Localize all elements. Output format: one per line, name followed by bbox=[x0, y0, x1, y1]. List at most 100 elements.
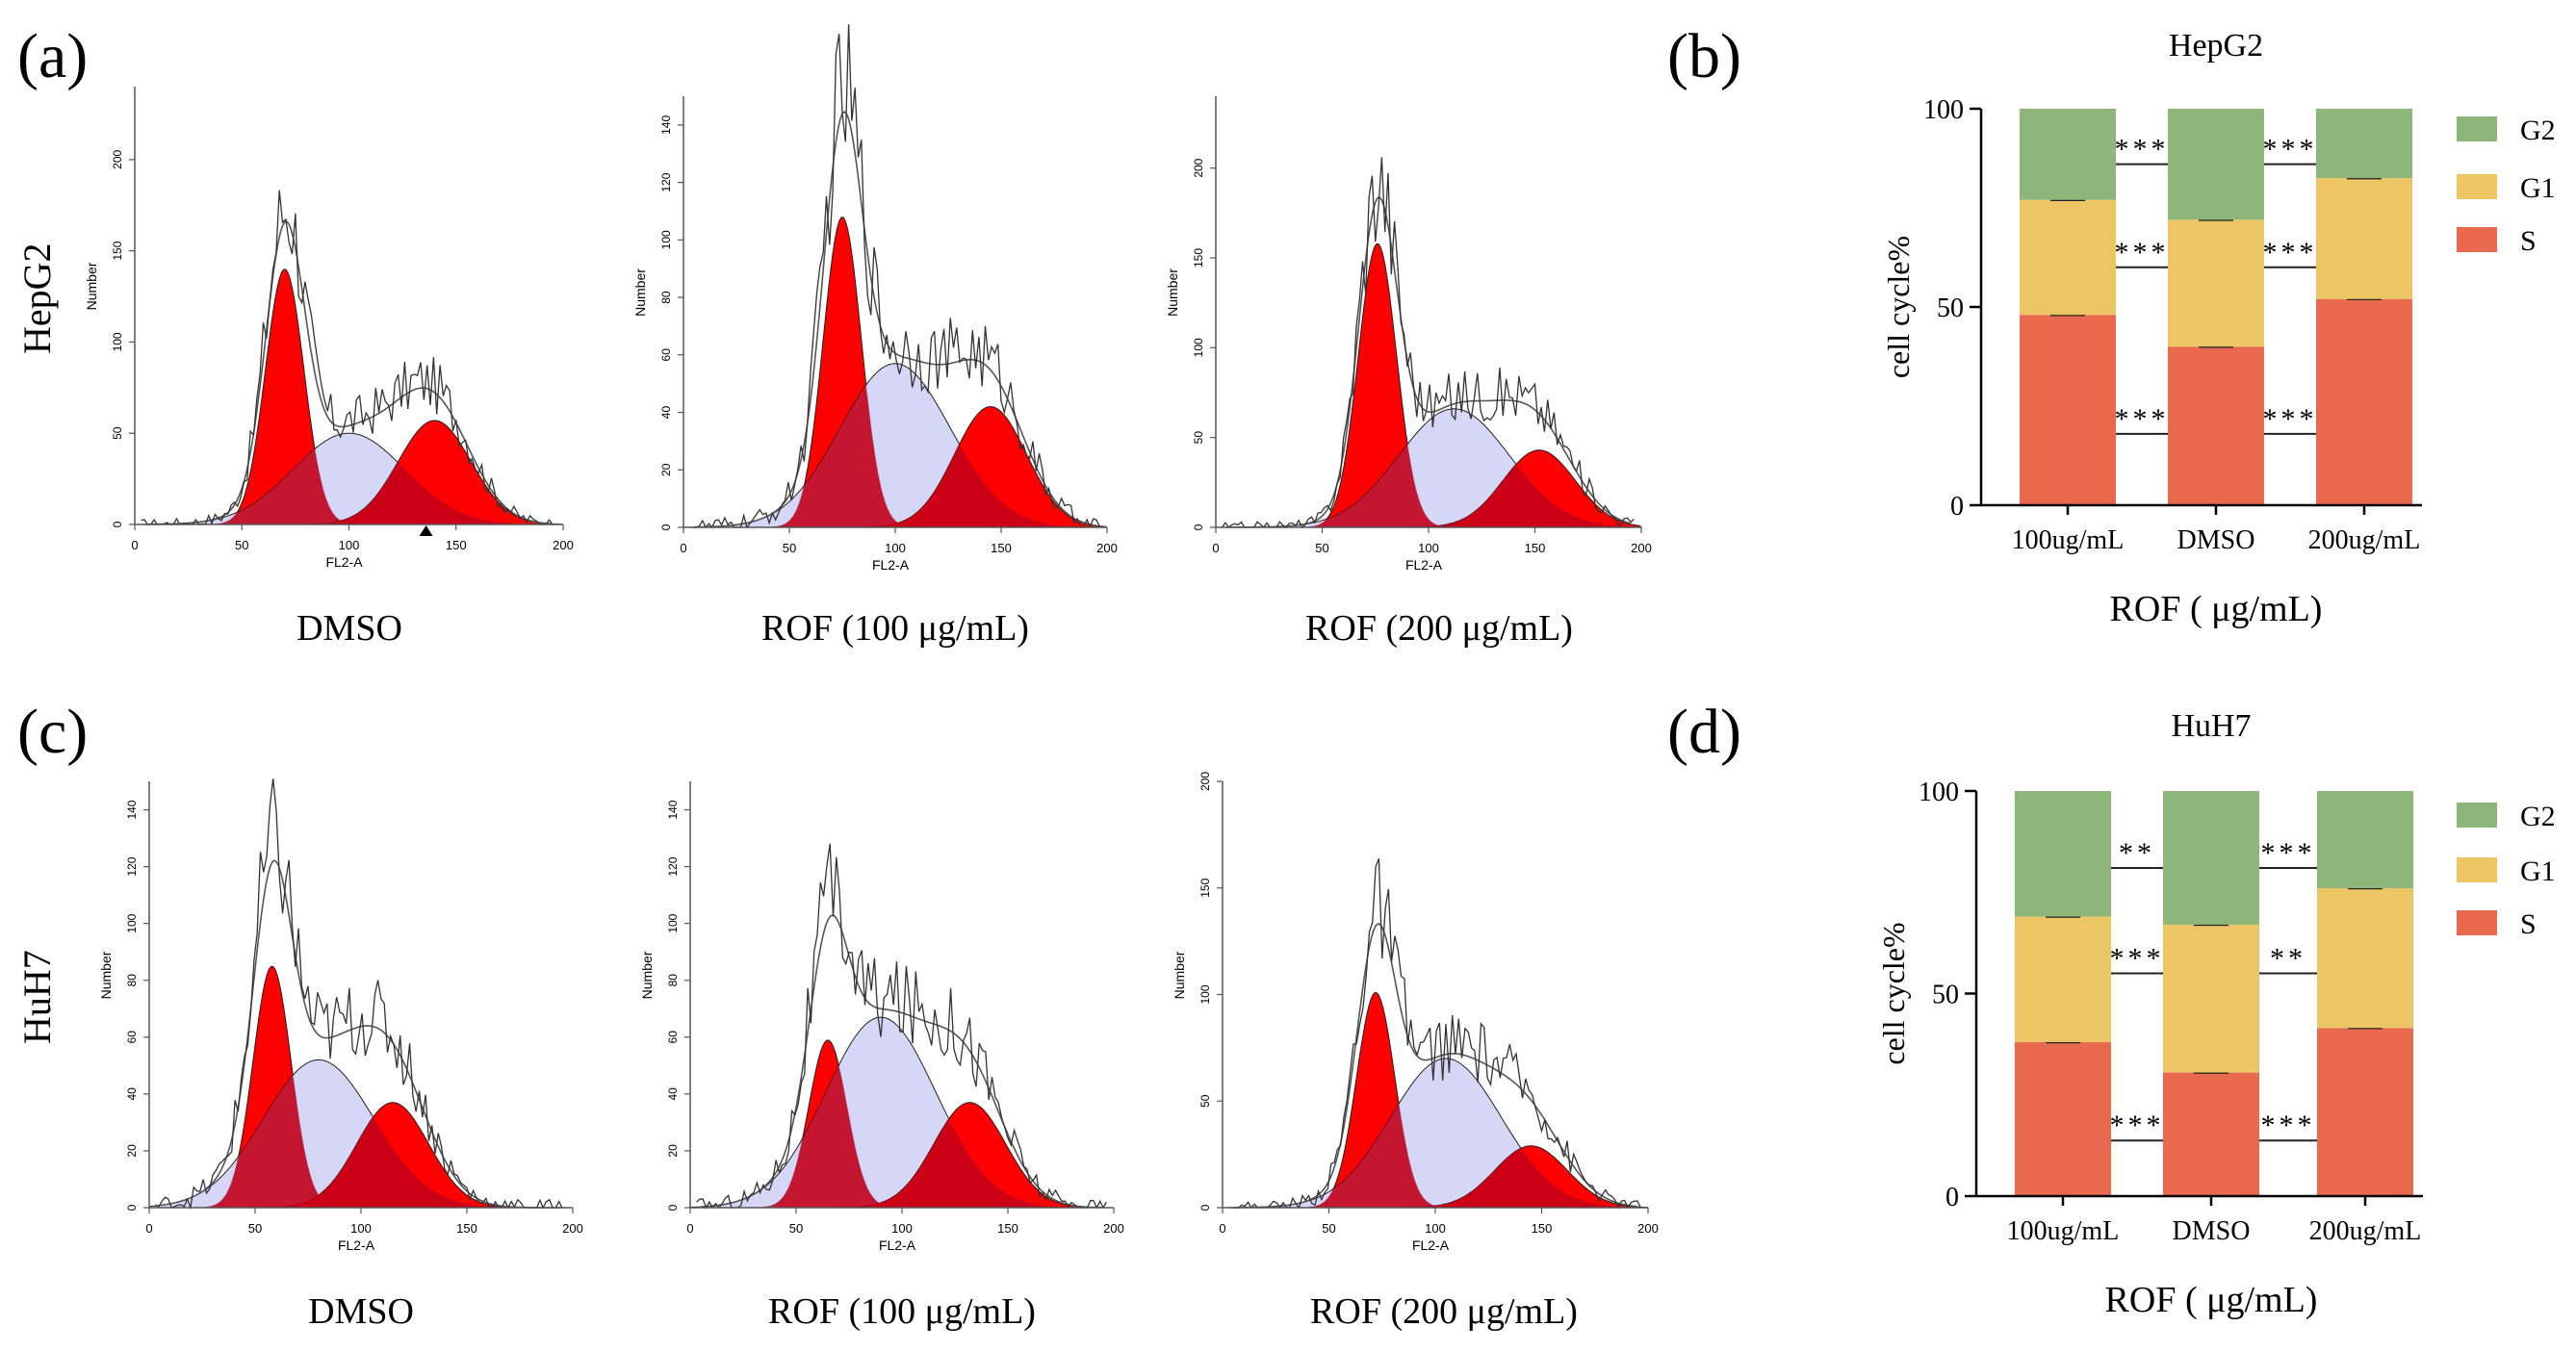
raw-histogram-trace bbox=[155, 778, 566, 1211]
y-tick-label: 50 bbox=[1198, 1094, 1212, 1108]
y-tick-label: 100 bbox=[1192, 338, 1205, 357]
x-tick-label: 100 bbox=[891, 1221, 913, 1236]
y-tick-label: 100 bbox=[111, 332, 124, 351]
y-axis-label: cell cycle% bbox=[1876, 922, 1911, 1064]
panel-caption: ROF (200 μg/mL) bbox=[1310, 1291, 1578, 1332]
legend-swatch-g2 bbox=[2457, 116, 2497, 141]
panel-caption: DMSO bbox=[296, 608, 402, 649]
legend-label: S bbox=[2520, 225, 2537, 257]
x-tick-label: 0 bbox=[686, 1221, 693, 1236]
y-tick-label: 40 bbox=[666, 1087, 680, 1101]
y-tick-label: 60 bbox=[666, 1031, 680, 1044]
x-axis-label: ROF ( μg/mL) bbox=[2110, 589, 2323, 629]
x-axis-label: ROF ( μg/mL) bbox=[2105, 1280, 2318, 1320]
bar-segment-g1 bbox=[2163, 924, 2259, 1073]
x-tick-label: 0 bbox=[680, 541, 686, 555]
fitted-model-curve bbox=[700, 914, 1103, 1209]
panel-letter-a: (a) bbox=[17, 21, 88, 91]
bar-segment-s bbox=[2163, 1072, 2259, 1196]
panel-letter-b: (b) bbox=[1667, 21, 1741, 91]
panel-caption: DMSO bbox=[308, 1291, 414, 1332]
significance-stars: *** bbox=[2115, 403, 2170, 435]
component-overlap-region bbox=[1223, 1106, 1648, 1208]
y-tick-label: 80 bbox=[125, 974, 139, 987]
x-tick-label: 200 bbox=[1103, 1221, 1124, 1236]
legend-swatch-g2 bbox=[2457, 803, 2497, 828]
y-tick-label: 0 bbox=[1198, 1204, 1212, 1211]
y-tick-label: 20 bbox=[659, 463, 673, 476]
significance-stars: *** bbox=[2263, 134, 2318, 166]
component-overlap-region bbox=[690, 1065, 1114, 1208]
significance-stars: *** bbox=[2115, 237, 2170, 268]
x-tick-label: 150 bbox=[997, 1221, 1018, 1236]
y-tick-label: 0 bbox=[1945, 1183, 1959, 1212]
bar-segment-g1 bbox=[2015, 916, 2111, 1043]
bar-segment-g1 bbox=[2020, 199, 2116, 316]
x-tick-label: 50 bbox=[235, 538, 248, 552]
x-tick-label: 200ug/mL bbox=[2309, 1216, 2422, 1246]
bar-segment-g2 bbox=[2168, 109, 2264, 220]
row-label-huh7: HuH7 bbox=[15, 950, 59, 1044]
x-tick-label: 150 bbox=[446, 538, 467, 552]
x-tick-label: 200 bbox=[1096, 541, 1118, 555]
y-axis-label: Number bbox=[1165, 268, 1180, 317]
y-tick-label: 140 bbox=[666, 800, 680, 819]
y-tick-label: 0 bbox=[125, 1204, 139, 1211]
histogram-c3: 0 50 100 150 200 0 50 100 150 200 FL2-A Number ROF (… bbox=[1172, 772, 1659, 1332]
bar-segment-s bbox=[2168, 346, 2264, 505]
component-g2-peak bbox=[863, 406, 1107, 528]
chart-title: HuH7 bbox=[2171, 708, 2251, 744]
y-tick-label: 100 bbox=[659, 230, 673, 249]
y-tick-label: 50 bbox=[111, 426, 124, 440]
y-tick-label: 100 bbox=[1923, 95, 1964, 125]
stacked-bar-chart-b: HepG2 *** *** *** *** *** *** 0 50 100 100ug/mL DMS… bbox=[1881, 28, 2556, 629]
y-tick-label: 120 bbox=[659, 172, 673, 191]
y-tick-label: 20 bbox=[125, 1144, 139, 1158]
panel-caption: ROF (100 μg/mL) bbox=[761, 608, 1029, 649]
y-tick-label: 0 bbox=[111, 521, 124, 527]
y-tick-label: 100 bbox=[666, 913, 680, 932]
bar-segment-g1 bbox=[2168, 219, 2264, 347]
panel-caption: ROF (200 μg/mL) bbox=[1305, 608, 1573, 649]
row-label-hepg2: HepG2 bbox=[15, 242, 59, 354]
legend-label: G1 bbox=[2520, 855, 2556, 887]
y-tick-label: 50 bbox=[1932, 981, 1959, 1010]
y-tick-label: 200 bbox=[111, 150, 124, 169]
x-tick-label: 200 bbox=[553, 538, 574, 552]
bar-segment-g1 bbox=[2317, 888, 2413, 1029]
raw-histogram-trace bbox=[689, 24, 1100, 529]
y-tick-label: 140 bbox=[125, 800, 139, 819]
y-tick-label: 0 bbox=[659, 523, 673, 530]
y-tick-label: 40 bbox=[125, 1087, 139, 1101]
x-tick-label: 100 bbox=[339, 538, 360, 552]
x-axis-label: FL2-A bbox=[872, 557, 910, 573]
y-tick-label: 150 bbox=[1192, 248, 1205, 268]
y-tick-label: 150 bbox=[1198, 878, 1212, 897]
y-tick-label: 120 bbox=[125, 856, 139, 876]
histogram-c1: 0 50 100 150 200 0 20 40 60 80 100 120 140 FL2-A Numbe… bbox=[98, 778, 583, 1332]
y-tick-label: 0 bbox=[1950, 492, 1964, 522]
x-axis-label: FL2-A bbox=[879, 1237, 916, 1253]
x-tick-label: 100ug/mL bbox=[2012, 525, 2125, 555]
legend-swatch-s bbox=[2457, 910, 2497, 935]
y-axis-label: Number bbox=[98, 951, 114, 999]
y-tick-label: 100 bbox=[1198, 984, 1212, 1004]
legend-label: G2 bbox=[2520, 115, 2556, 146]
x-tick-label: 0 bbox=[145, 1221, 152, 1236]
panel-letter-c: (c) bbox=[17, 697, 88, 767]
x-tick-label: 0 bbox=[1212, 541, 1219, 555]
x-tick-label: 50 bbox=[789, 1221, 803, 1236]
raw-histogram-trace bbox=[141, 190, 556, 525]
x-tick-label: 150 bbox=[1525, 541, 1546, 555]
x-tick-label: 0 bbox=[1219, 1221, 1225, 1236]
x-tick-label: 200 bbox=[562, 1221, 583, 1236]
bar-segment-s bbox=[2316, 298, 2412, 505]
x-tick-label: 50 bbox=[1315, 541, 1328, 555]
significance-stars: *** bbox=[2263, 237, 2318, 268]
x-tick-label: 100 bbox=[1425, 1221, 1446, 1236]
bar-segment-g2 bbox=[2316, 109, 2412, 179]
x-tick-label: DMSO bbox=[2177, 525, 2255, 555]
x-tick-label: 50 bbox=[1322, 1221, 1335, 1236]
y-tick-label: 80 bbox=[659, 291, 673, 304]
bar-segment-g2 bbox=[2317, 791, 2413, 889]
